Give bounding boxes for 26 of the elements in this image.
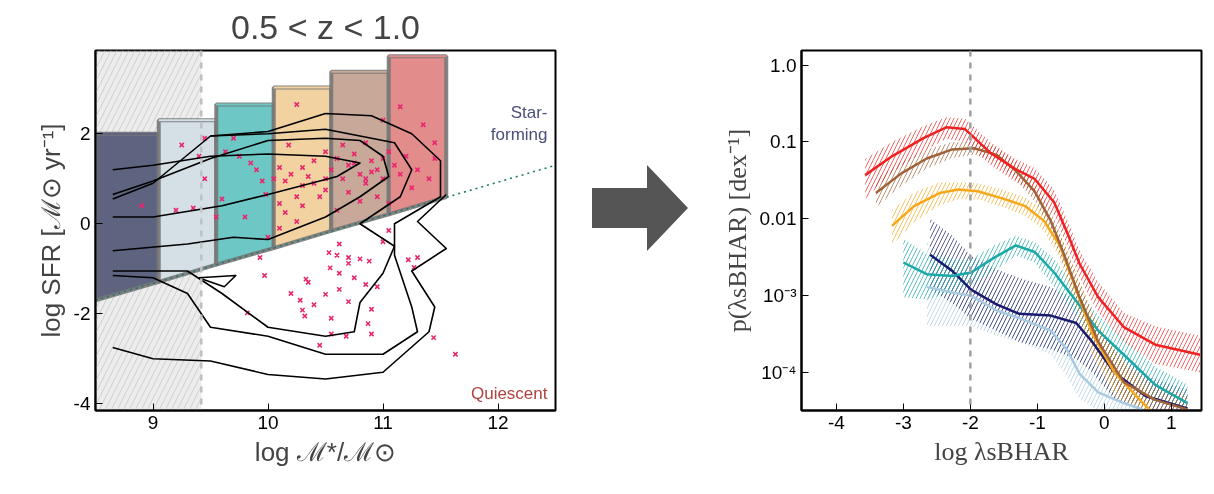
- chart-title: 0.5 < z < 1.0: [230, 7, 421, 46]
- y-tick-label: 0.1: [770, 131, 797, 153]
- x-tick-label: 9: [147, 411, 159, 433]
- x-axis-title: log ℳ*/ℳ⊙: [254, 436, 397, 467]
- y-tick-label: 1.0: [770, 54, 797, 76]
- y-tick-label: 10⁻³: [763, 285, 797, 307]
- x-tick-label: 10: [257, 411, 279, 433]
- x-axis-title: log λsBHAR: [934, 436, 1070, 466]
- y-tick-label: -2: [73, 303, 91, 325]
- y-axis-title: log SFR [ℳ⊙ yr⁻¹]: [35, 123, 66, 338]
- annotation: Quiescent: [470, 383, 548, 403]
- y-tick-label: 0: [79, 213, 91, 235]
- x-tick-label: -2: [961, 411, 979, 433]
- x-tick-label: -1: [1028, 411, 1046, 433]
- y-tick-label: 10⁻⁴: [761, 361, 797, 383]
- annotation: Star- forming: [490, 102, 548, 145]
- x-tick-label: 0: [1099, 411, 1110, 433]
- x-tick-label: 11: [373, 411, 393, 433]
- y-tick-label: 2: [79, 123, 91, 145]
- x-tick-label: 12: [487, 411, 509, 433]
- x-tick-label: -3: [894, 411, 912, 433]
- y-axis-title: p(λsBHAR) [dex⁻¹]: [722, 128, 752, 333]
- y-tick-label: -4: [73, 393, 91, 415]
- x-tick-label: 1: [1166, 411, 1177, 433]
- x-tick-label: -4: [827, 411, 846, 433]
- y-tick-label: 0.01: [759, 208, 797, 230]
